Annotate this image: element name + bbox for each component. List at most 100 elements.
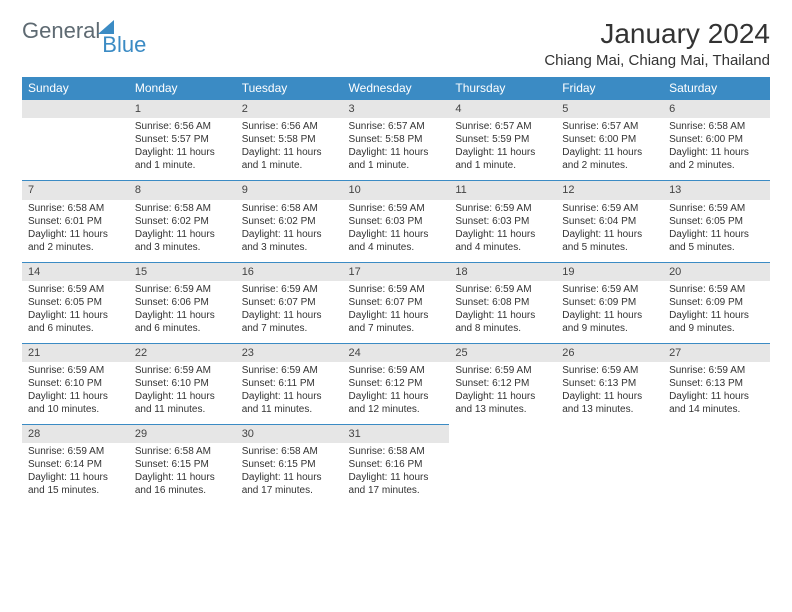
- sunrise-line: Sunrise: 6:59 AM: [28, 364, 123, 377]
- day-number: 8: [129, 180, 236, 199]
- calendar-cell: 15Sunrise: 6:59 AMSunset: 6:06 PMDayligh…: [129, 262, 236, 343]
- day-number: 19: [556, 262, 663, 281]
- calendar-cell: 6Sunrise: 6:58 AMSunset: 6:00 PMDaylight…: [663, 99, 770, 180]
- sunset-line: Sunset: 6:02 PM: [135, 215, 230, 228]
- day-number: 30: [236, 424, 343, 443]
- day-body: Sunrise: 6:57 AMSunset: 5:59 PMDaylight:…: [449, 118, 556, 180]
- sunrise-line: Sunrise: 6:59 AM: [455, 364, 550, 377]
- calendar-cell: 27Sunrise: 6:59 AMSunset: 6:13 PMDayligh…: [663, 343, 770, 424]
- sunset-line: Sunset: 6:09 PM: [669, 296, 764, 309]
- day-body-empty: [663, 424, 770, 476]
- daylight-line: Daylight: 11 hours and 2 minutes.: [669, 146, 764, 172]
- day-body: Sunrise: 6:59 AMSunset: 6:14 PMDaylight:…: [22, 443, 129, 505]
- month-title: January 2024: [544, 18, 770, 50]
- day-body: Sunrise: 6:57 AMSunset: 5:58 PMDaylight:…: [343, 118, 450, 180]
- day-number: 4: [449, 99, 556, 118]
- day-number: 7: [22, 180, 129, 199]
- sunset-line: Sunset: 6:15 PM: [135, 458, 230, 471]
- logo-text-general: General: [22, 18, 100, 44]
- sunrise-line: Sunrise: 6:59 AM: [669, 364, 764, 377]
- sunrise-line: Sunrise: 6:58 AM: [28, 202, 123, 215]
- calendar-cell: 14Sunrise: 6:59 AMSunset: 6:05 PMDayligh…: [22, 262, 129, 343]
- calendar-cell: 22Sunrise: 6:59 AMSunset: 6:10 PMDayligh…: [129, 343, 236, 424]
- sunset-line: Sunset: 6:14 PM: [28, 458, 123, 471]
- daylight-line: Daylight: 11 hours and 4 minutes.: [455, 228, 550, 254]
- daylight-line: Daylight: 11 hours and 1 minute.: [455, 146, 550, 172]
- daylight-line: Daylight: 11 hours and 1 minute.: [135, 146, 230, 172]
- calendar-cell: 3Sunrise: 6:57 AMSunset: 5:58 PMDaylight…: [343, 99, 450, 180]
- sunrise-line: Sunrise: 6:59 AM: [28, 445, 123, 458]
- calendar-row: 7 Sunrise: 6:58 AMSunset: 6:01 PM Daylight…: [22, 180, 770, 261]
- calendar-cell: 17Sunrise: 6:59 AMSunset: 6:07 PMDayligh…: [343, 262, 450, 343]
- daylight-line: Daylight: 11 hours and 17 minutes.: [349, 471, 444, 497]
- dow-monday: Monday: [129, 77, 236, 99]
- day-number: 11: [449, 180, 556, 199]
- day-body: Sunrise: 6:59 AMSunset: 6:10 PMDaylight:…: [129, 362, 236, 424]
- calendar-cell: 16Sunrise: 6:59 AMSunset: 6:07 PMDayligh…: [236, 262, 343, 343]
- calendar-cell: [663, 424, 770, 505]
- day-number: 17: [343, 262, 450, 281]
- calendar-cell: 7Sunrise: 6:58 AMSunset: 6:01 PMDaylight…: [22, 180, 129, 261]
- day-number: 25: [449, 343, 556, 362]
- calendar-cell: 26Sunrise: 6:59 AMSunset: 6:13 PMDayligh…: [556, 343, 663, 424]
- sunset-line: Sunset: 6:05 PM: [28, 296, 123, 309]
- daylight-line: Daylight: 11 hours and 16 minutes.: [135, 471, 230, 497]
- sunset-line: Sunset: 5:59 PM: [455, 133, 550, 146]
- sunset-line: Sunset: 6:03 PM: [455, 215, 550, 228]
- dow-friday: Friday: [556, 77, 663, 99]
- day-number: 23: [236, 343, 343, 362]
- day-body: Sunrise: 6:56 AMSunset: 5:58 PMDaylight:…: [236, 118, 343, 180]
- dow-sunday: Sunday: [22, 77, 129, 99]
- calendar-cell: 12Sunrise: 6:59 AMSunset: 6:04 PMDayligh…: [556, 180, 663, 261]
- day-number: 21: [22, 343, 129, 362]
- day-body: Sunrise: 6:59 AMSunset: 6:10 PMDaylight:…: [22, 362, 129, 424]
- day-number: 15: [129, 262, 236, 281]
- day-body: Sunrise: 6:59 AMSunset: 6:12 PMDaylight:…: [343, 362, 450, 424]
- sunset-line: Sunset: 6:01 PM: [28, 215, 123, 228]
- sunset-line: Sunset: 6:15 PM: [242, 458, 337, 471]
- day-body: Sunrise: 6:58 AMSunset: 6:15 PMDaylight:…: [129, 443, 236, 505]
- day-body: Sunrise: 6:59 AMSunset: 6:07 PMDaylight:…: [343, 281, 450, 343]
- calendar-cell: 10Sunrise: 6:59 AMSunset: 6:03 PMDayligh…: [343, 180, 450, 261]
- day-number: 2: [236, 99, 343, 118]
- daylight-line: Daylight: 11 hours and 9 minutes.: [562, 309, 657, 335]
- day-number: 13: [663, 180, 770, 199]
- day-body: Sunrise: 6:59 AMSunset: 6:03 PMDaylight:…: [449, 200, 556, 262]
- day-body: Sunrise: 6:59 AMSunset: 6:05 PMDaylight:…: [663, 200, 770, 262]
- day-number: 20: [663, 262, 770, 281]
- day-body: Sunrise: 6:59 AMSunset: 6:09 PMDaylight:…: [663, 281, 770, 343]
- day-body: Sunrise: 6:59 AMSunset: 6:13 PMDaylight:…: [663, 362, 770, 424]
- day-number: 10: [343, 180, 450, 199]
- sunrise-line: Sunrise: 6:59 AM: [135, 364, 230, 377]
- day-body: Sunrise: 6:59 AMSunset: 6:06 PMDaylight:…: [129, 281, 236, 343]
- sunrise-line: Sunrise: 6:59 AM: [242, 283, 337, 296]
- sunrise-line: Sunrise: 6:56 AM: [242, 120, 337, 133]
- sunrise-line: Sunrise: 6:59 AM: [28, 283, 123, 296]
- day-number-empty: [22, 99, 129, 118]
- day-number: 12: [556, 180, 663, 199]
- daylight-line: Daylight: 11 hours and 3 minutes.: [242, 228, 337, 254]
- sunset-line: Sunset: 6:02 PM: [242, 215, 337, 228]
- sunrise-line: Sunrise: 6:57 AM: [562, 120, 657, 133]
- calendar-cell: 8Sunrise: 6:58 AMSunset: 6:02 PMDaylight…: [129, 180, 236, 261]
- day-number: 29: [129, 424, 236, 443]
- sunset-line: Sunset: 6:11 PM: [242, 377, 337, 390]
- sunset-line: Sunset: 6:04 PM: [562, 215, 657, 228]
- calendar-cell: 31Sunrise: 6:58 AMSunset: 6:16 PMDayligh…: [343, 424, 450, 505]
- calendar-cell: 20Sunrise: 6:59 AMSunset: 6:09 PMDayligh…: [663, 262, 770, 343]
- dow-thursday: Thursday: [449, 77, 556, 99]
- sunset-line: Sunset: 6:12 PM: [455, 377, 550, 390]
- sunrise-line: Sunrise: 6:59 AM: [349, 364, 444, 377]
- sunrise-line: Sunrise: 6:59 AM: [562, 202, 657, 215]
- calendar-cell: [556, 424, 663, 505]
- sunrise-line: Sunrise: 6:59 AM: [455, 283, 550, 296]
- daylight-line: Daylight: 11 hours and 2 minutes.: [562, 146, 657, 172]
- calendar-cell: 28Sunrise: 6:59 AMSunset: 6:14 PMDayligh…: [22, 424, 129, 505]
- sunrise-line: Sunrise: 6:58 AM: [242, 445, 337, 458]
- sunset-line: Sunset: 6:16 PM: [349, 458, 444, 471]
- daylight-line: Daylight: 11 hours and 3 minutes.: [135, 228, 230, 254]
- sunrise-line: Sunrise: 6:59 AM: [562, 283, 657, 296]
- sunset-line: Sunset: 6:08 PM: [455, 296, 550, 309]
- day-number: 14: [22, 262, 129, 281]
- sunset-line: Sunset: 6:10 PM: [135, 377, 230, 390]
